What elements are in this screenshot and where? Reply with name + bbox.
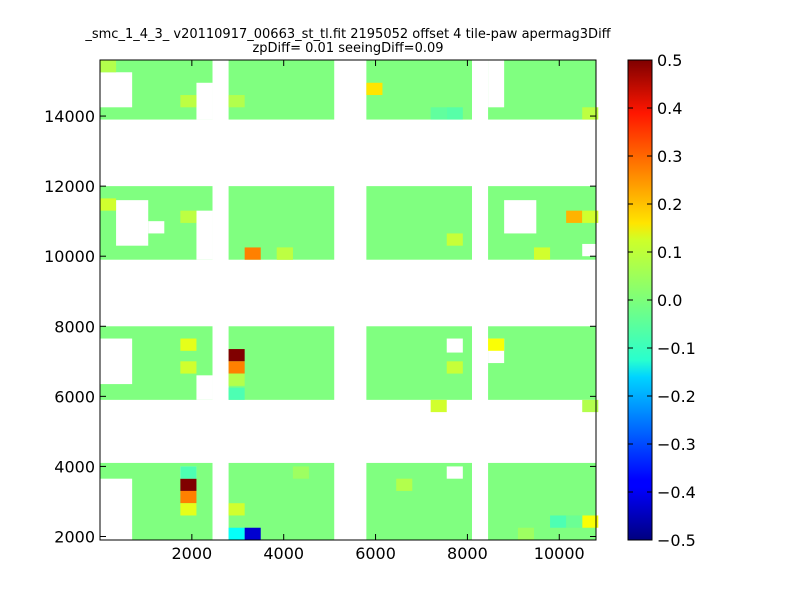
y-tick-label: 10000 <box>44 247 95 266</box>
heatmap-cell <box>292 466 309 479</box>
y-tick-label: 6000 <box>54 387 95 406</box>
heatmap-tile-block <box>228 462 335 540</box>
colorbar-tick-label: −0.5 <box>657 531 696 550</box>
heatmap-missing-cell <box>116 200 149 246</box>
colorbar-tick-label: 0.5 <box>657 51 682 70</box>
heatmap-cell <box>534 247 551 260</box>
heatmap-tile-block <box>488 326 596 400</box>
colorbar-ticks: 0.5 0.4 0.3 0.2 0.1 0.0 −0.1 −0.2 −0.3 −0.4 −0.5 <box>628 51 696 550</box>
y-tick-label: 4000 <box>54 457 95 476</box>
colorbar-tick-label: −0.1 <box>657 339 696 358</box>
heatmap-cell <box>446 361 463 374</box>
heatmap-cell <box>276 247 293 260</box>
heatmap-missing-cell <box>582 243 599 257</box>
colorbar-tick-label: 0.2 <box>657 195 682 214</box>
heatmap-missing-cell <box>100 338 133 385</box>
colorbar-tick-label: −0.2 <box>657 387 696 406</box>
heatmap-cell <box>582 399 599 413</box>
x-tick-label: 10000 <box>534 544 585 563</box>
x-tick-label: 6000 <box>355 544 396 563</box>
colorbar-tick-label: 0.0 <box>657 291 682 310</box>
heatmap-cell <box>180 338 197 351</box>
heatmap-cell <box>228 349 245 362</box>
colorbar-tick-label: −0.4 <box>657 483 696 502</box>
colorbar-tick-label: 0.3 <box>657 147 682 166</box>
heatmap-cell <box>446 233 463 246</box>
y-tick-label: 8000 <box>54 317 95 336</box>
heatmap-cell <box>100 198 117 211</box>
colorbar-tick-label: 0.4 <box>657 99 682 118</box>
heatmap-missing-cell <box>446 466 463 479</box>
x-tick-label: 4000 <box>263 544 304 563</box>
heatmap-missing-cell <box>504 200 537 234</box>
heatmap-cell <box>566 210 583 223</box>
heatmap-cell <box>228 527 245 540</box>
heatmap-cell <box>582 210 599 223</box>
heatmap-cell <box>228 373 245 386</box>
heatmap-cell <box>582 515 599 528</box>
heatmap-cell <box>430 399 447 413</box>
heatmap-cell <box>180 503 197 516</box>
heatmap-missing-cell <box>148 221 165 234</box>
heatmap-cell <box>517 527 534 540</box>
heatmap-cell <box>488 338 505 351</box>
heatmap-missing-cell <box>196 82 213 120</box>
y-tick-label: 14000 <box>44 107 95 126</box>
x-axis: 2000 4000 6000 8000 10000 <box>171 60 585 563</box>
heatmap-cell <box>446 107 463 120</box>
x-tick-label: 2000 <box>171 544 212 563</box>
chart-title-line1: _smc_1_4_3_ v20110917_00663_st_tl.fit 21… <box>84 27 611 42</box>
colorbar-tick-label: −0.3 <box>657 435 696 454</box>
heatmap-cell <box>180 361 197 374</box>
heatmap-tile-block <box>366 186 472 260</box>
x-tick-label: 8000 <box>447 544 488 563</box>
heatmap-cell <box>244 527 261 540</box>
heatmap-tile-block <box>488 60 596 120</box>
heatmap-missing-cell <box>446 338 463 353</box>
colorbar-tick-label: 0.1 <box>657 243 682 262</box>
heatmap-cell <box>180 490 197 504</box>
heatmap-cell <box>180 466 197 479</box>
heatmap-cell <box>396 478 413 491</box>
heatmap-tile-block <box>488 462 596 540</box>
heatmap-cell <box>228 361 245 374</box>
heatmap-cell <box>550 515 567 528</box>
heatmap-cells <box>100 60 599 540</box>
heatmap-cell <box>180 210 197 223</box>
heatmap-cell <box>228 503 245 516</box>
y-axis: 2000 4000 6000 8000 10000 12000 14000 <box>44 107 596 546</box>
heatmap-cell <box>100 60 117 73</box>
heatmap-tile-block <box>228 326 335 400</box>
chart-title-line2: zpDiff= 0.01 seeingDiff=0.09 <box>252 41 443 56</box>
y-tick-label: 12000 <box>44 177 95 196</box>
heatmap-cell <box>180 478 197 491</box>
heatmap-cell <box>244 247 261 260</box>
heatmap-cell <box>228 387 245 400</box>
heatmap-missing-cell <box>196 210 213 260</box>
plot-frame <box>99 59 597 541</box>
y-tick-label: 2000 <box>54 527 95 546</box>
heatmap-missing-cell <box>100 478 133 540</box>
heatmap-cell <box>430 107 447 120</box>
heatmap-cell <box>566 515 583 528</box>
heatmap-missing-cell <box>100 72 133 108</box>
heatmap-cell <box>180 95 197 108</box>
heatmap-cell <box>228 95 245 108</box>
heatmap-tile-block <box>228 60 335 120</box>
heatmap-missing-cell <box>196 375 213 400</box>
heatmap-missing-cell <box>488 60 505 108</box>
heatmap-cell <box>366 82 383 96</box>
